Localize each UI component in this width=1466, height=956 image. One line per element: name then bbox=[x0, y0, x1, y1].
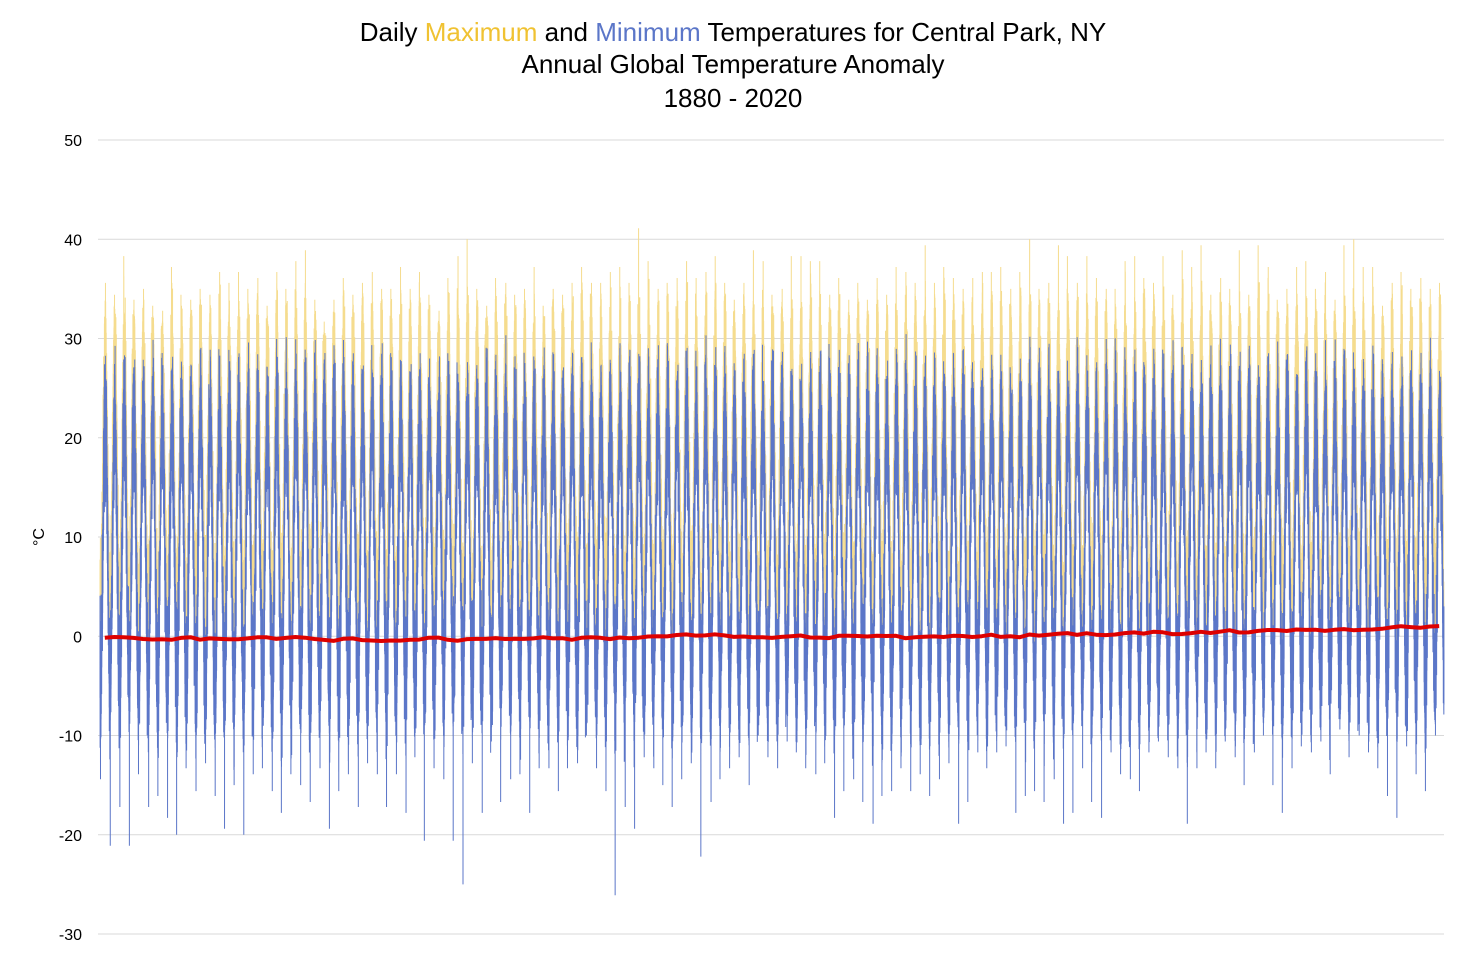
y-tick-label: -20 bbox=[59, 828, 82, 845]
y-tick-label: 0 bbox=[73, 629, 82, 646]
chart-subtitle: Annual Global Temperature Anomaly bbox=[522, 49, 945, 79]
y-axis-label: °C bbox=[31, 528, 48, 546]
y-tick-label: -10 bbox=[59, 729, 82, 746]
y-tick-label: 20 bbox=[64, 431, 82, 448]
y-tick-label: 50 bbox=[64, 133, 82, 150]
series-temperature-anomaly bbox=[104, 624, 1440, 643]
title-part: and bbox=[537, 17, 595, 47]
y-axis-ticks: 50 40 30 20 10 0 -10 -20 -30 bbox=[59, 133, 82, 944]
series-daily-minimum bbox=[99, 334, 1445, 896]
y-tick-label: 30 bbox=[64, 332, 82, 349]
series-daily-maximum bbox=[99, 228, 1445, 703]
y-tick-label: 10 bbox=[64, 530, 82, 547]
title-part: Maximum bbox=[425, 17, 538, 47]
chart-period: 1880 - 2020 bbox=[664, 83, 803, 113]
title-part: Temperatures for Central Park, NY bbox=[701, 17, 1107, 47]
chart-title: Daily Maximum and Minimum Temperatures f… bbox=[360, 17, 1107, 47]
y-tick-label: 40 bbox=[64, 232, 82, 249]
y-tick-label: -30 bbox=[59, 927, 82, 944]
title-part: Minimum bbox=[595, 17, 700, 47]
title-part: Daily bbox=[360, 17, 425, 47]
